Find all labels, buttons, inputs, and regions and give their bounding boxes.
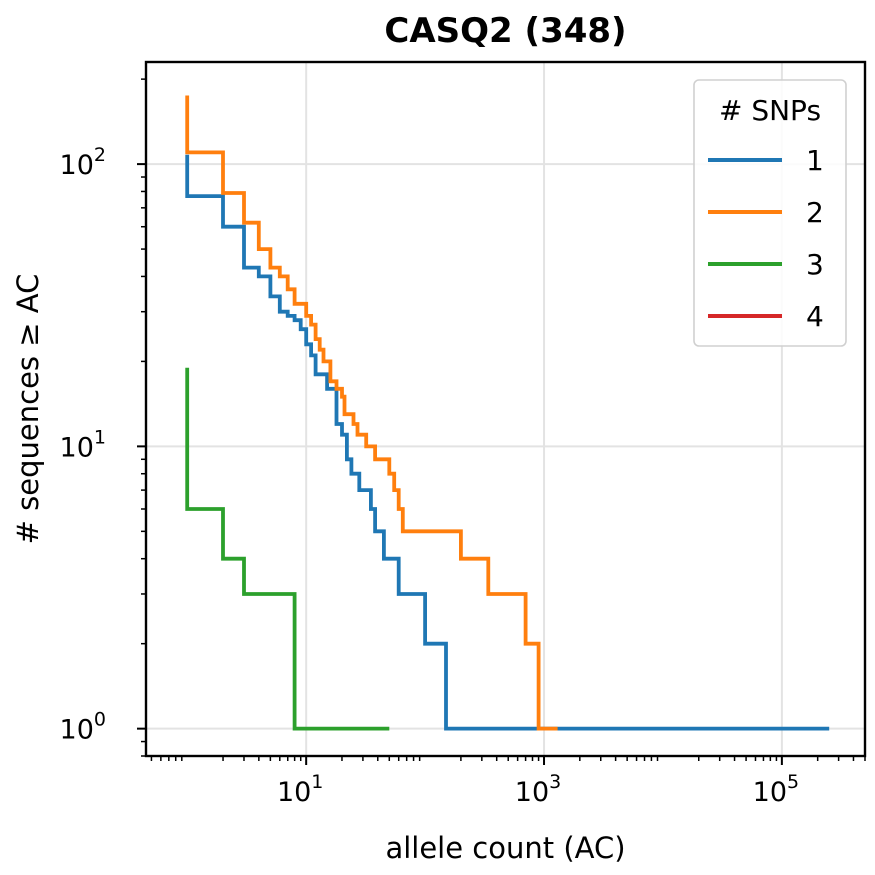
series-line-1 xyxy=(185,154,830,731)
legend-label-4: 4 xyxy=(806,300,824,333)
axes: 101 103 105 100 101 102 xyxy=(60,78,866,808)
legend: # SNPs 1 2 3 4 xyxy=(693,79,847,347)
legend-label-3: 3 xyxy=(806,248,824,281)
x-tick-label: 101 xyxy=(277,771,323,808)
x-tick-label: 103 xyxy=(515,771,561,808)
series-line-3 xyxy=(185,367,390,731)
chart-title: CASQ2 (348) xyxy=(384,11,626,51)
legend-label-1: 1 xyxy=(806,144,824,177)
series-line-2 xyxy=(185,95,558,731)
y-tick-label: 100 xyxy=(60,709,106,746)
x-tick-label: 105 xyxy=(753,771,799,808)
y-tick-label: 102 xyxy=(60,144,106,181)
x-axis-label: allele count (AC) xyxy=(385,831,625,865)
y-tick-label: 101 xyxy=(60,426,106,463)
legend-title: # SNPs xyxy=(719,94,821,127)
series-layer xyxy=(185,95,830,731)
y-axis-label: # sequences ≥ AC xyxy=(11,274,45,545)
legend-label-2: 2 xyxy=(806,196,824,229)
plot-frame xyxy=(144,60,867,758)
